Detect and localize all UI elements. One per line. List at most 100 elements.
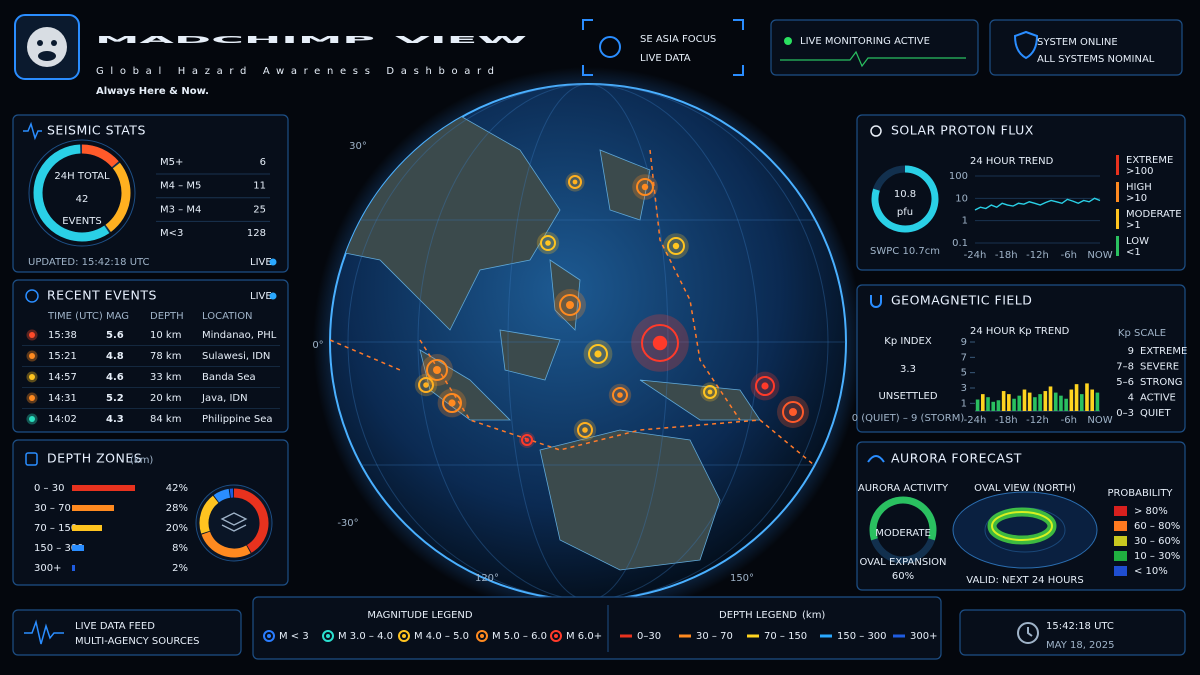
unit: (km) [130,455,153,466]
scale-title: Kp SCALE [1118,328,1166,339]
legend-swatch [550,630,562,642]
level-threshold: <1 [1126,247,1141,258]
marker [672,242,680,250]
lat-label: -30° [337,518,358,529]
lat-label: 30° [349,141,367,152]
marker [594,350,602,358]
kp-bar [1069,389,1074,411]
row-count: 11 [253,181,266,192]
legend-title: MAGNITUDE LEGEND [367,610,473,621]
pulse-line [780,50,966,68]
panel [12,609,242,656]
expansion-label: OVAL EXPANSION [859,557,946,568]
y-tick-label: 10 [955,193,968,204]
marker-ring [612,387,628,403]
prob-swatch [1114,506,1127,516]
level-swatch [1116,236,1119,256]
logo-eye [37,40,43,46]
kp-bar [1033,397,1037,411]
icon [25,289,39,303]
legend-unit: (km) [802,610,825,621]
marker-ring [540,235,556,251]
y-tick-label: 1 [961,398,967,409]
layers-icon [220,512,248,532]
row-label: M4 – M5 [160,181,201,192]
activity-label: AURORA ACTIVITY [858,483,949,494]
marker [433,366,441,374]
legend-label: M 5.0 – 6.0 [492,631,547,642]
event-depth: 20 km [150,393,181,404]
marker [448,399,456,407]
level: MODERATE [875,528,931,539]
legend-label: M 6.0+ [566,631,602,642]
kp-bar [986,397,990,411]
scale-range: 4 [1128,393,1134,404]
event-markers [414,172,809,448]
level-name: MODERATE [1126,209,1182,220]
status-text: LIVE MONITORING ACTIVE [800,36,930,47]
legend-swatch [398,630,410,642]
sun-icon [870,125,882,137]
y-tick-label: 0.1 [952,238,968,249]
live-dot [269,292,277,300]
event-dot [29,374,35,380]
x-tick-label: -24h [964,250,987,261]
kp-bar [1022,389,1027,411]
marker-ring [521,434,533,446]
bar [72,565,75,571]
marker [707,389,713,395]
row-label: M5+ [160,157,183,168]
time: 15:42:18 UTC [1046,621,1114,632]
event-location: Sulawesi, IDN [202,351,270,362]
legend-label: 150 – 300 [837,631,887,642]
feed-icon [24,619,64,645]
percent-label: 2% [172,563,188,574]
bar [72,545,84,551]
marker [566,301,574,309]
title: MADCHIMP [95,35,375,46]
kp-bar [996,400,1001,411]
prob-swatch [1114,566,1127,576]
event-time: 15:21 [48,351,77,362]
lon-label: 150° [730,573,754,584]
x-tick-label: -24h [964,415,987,426]
aurora-icon [867,455,885,463]
marker-ring [442,393,462,413]
percent-label: 20% [166,523,188,534]
panel-title: DEPTH ZONES [47,451,142,466]
column-header: LOCATION [202,311,253,322]
legend-label: 300+ [910,631,937,642]
kp-bar [1001,391,1006,411]
focus-frame [582,19,744,76]
status-text: SE ASIA FOCUS [640,34,716,45]
event-location: Banda Sea [202,372,256,383]
legend-swatch [554,634,558,638]
marker-ring [755,376,775,396]
target-icon [599,36,621,58]
marker-ring [418,377,434,393]
panel-title: SEISMIC STATS [47,123,146,138]
prob-title: PROBABILITY [1107,488,1173,499]
index-label: Kp INDEX [884,336,932,347]
range-label: 70 – 150 [34,523,77,534]
level-name: HIGH [1126,182,1152,193]
prob-swatch [1114,551,1127,561]
total-label: 24H TOTAL [54,171,110,182]
scale-label: EXTREME [1140,346,1187,357]
value: 10.8 [894,189,916,200]
level-threshold: >10 [1126,193,1147,204]
y-tick-label: 9 [961,337,967,348]
event-time: 14:57 [48,372,77,383]
row-count: 6 [260,157,266,168]
x-tick-label: -12h [1026,250,1049,261]
scale-label: QUIET [1140,408,1171,419]
donut-segment [213,488,231,503]
expansion-value: 60% [892,571,914,582]
legend-swatch [402,634,406,638]
icon [25,452,38,466]
event-depth: 10 km [150,330,181,341]
range-label: 300+ [34,563,61,574]
status-text: ALL SYSTEMS NOMINAL [1037,54,1155,65]
percent-label: 8% [172,543,188,554]
marker-ring [568,175,582,189]
